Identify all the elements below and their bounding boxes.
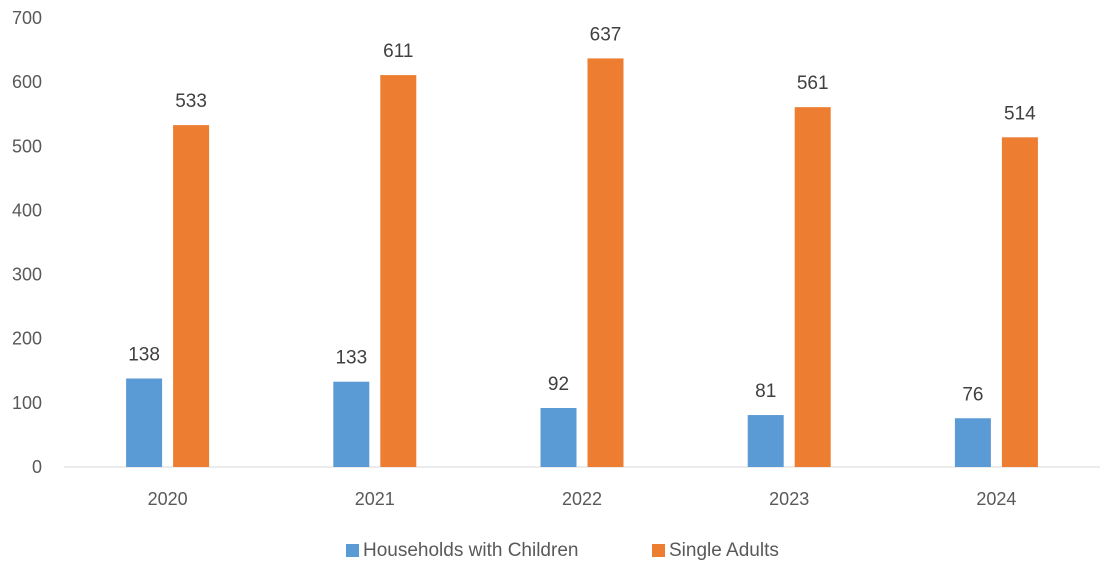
y-tick-label: 100	[12, 393, 42, 413]
y-tick-label: 300	[12, 265, 42, 285]
data-label: 611	[383, 41, 413, 62]
y-tick-label: 0	[32, 457, 42, 477]
legend-swatch	[652, 544, 665, 557]
y-tick-label: 400	[12, 200, 42, 220]
legend-label: Single Adults	[669, 540, 779, 561]
y-tick-label: 700	[12, 8, 42, 28]
data-label: 637	[590, 24, 622, 45]
y-tick-label: 600	[12, 72, 42, 92]
x-axis: 2020 2021 2022 2023 2024	[148, 489, 1017, 509]
data-label: 76	[962, 384, 983, 405]
y-axis: 0 100 200 300 400 500 600 700	[12, 8, 42, 477]
bar-households-with-children-2021	[333, 381, 370, 467]
data-label: 561	[797, 73, 829, 94]
x-tick-label: 2022	[562, 489, 602, 509]
data-label: 533	[175, 91, 207, 112]
legend-label: Households with Children	[363, 540, 578, 561]
bar-single-adults-2024	[1001, 137, 1038, 467]
data-label: 92	[548, 374, 569, 395]
bar-households-with-children-2024	[954, 418, 991, 467]
y-tick-label: 500	[12, 136, 42, 156]
x-tick-label: 2023	[769, 489, 809, 509]
bar-households-with-children-2020	[126, 378, 163, 467]
data-label: 138	[128, 344, 160, 365]
legend-swatch	[346, 544, 359, 557]
x-tick-label: 2021	[355, 489, 395, 509]
data-label: 81	[755, 381, 776, 402]
y-tick-label: 200	[12, 329, 42, 349]
x-tick-label: 2024	[976, 489, 1016, 509]
x-tick-label: 2020	[148, 489, 188, 509]
bar-single-adults-2023	[794, 107, 831, 467]
data-label: 133	[335, 348, 367, 369]
bar-households-with-children-2022	[540, 407, 577, 467]
data-label: 514	[1004, 103, 1036, 124]
bar-single-adults-2020	[173, 125, 210, 468]
legend: Households with Children Single Adults	[346, 540, 779, 561]
bar-households-with-children-2023	[747, 415, 784, 467]
bar-single-adults-2022	[587, 58, 624, 467]
bars: 138 533 133 611 92 637 81 561 76 514	[126, 24, 1038, 468]
bar-single-adults-2021	[380, 75, 417, 467]
